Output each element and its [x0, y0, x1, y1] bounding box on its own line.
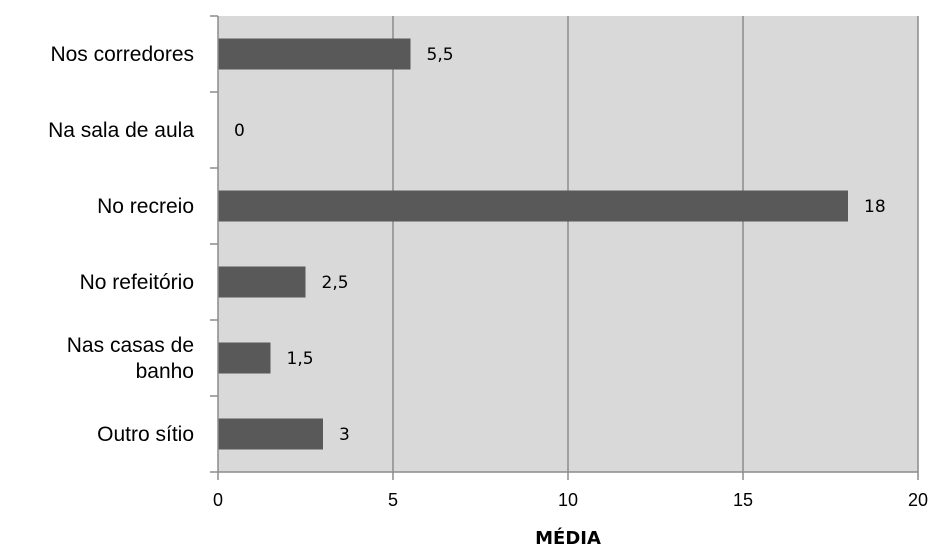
category-label: No recreio: [97, 195, 194, 218]
x-tick-label: 5: [388, 490, 398, 510]
x-tick-label: 10: [558, 490, 578, 510]
bar: [218, 342, 271, 374]
x-axis-title: MÉDIA: [535, 527, 601, 549]
x-tick-label: 20: [908, 490, 928, 510]
data-label: 3: [339, 425, 350, 445]
category-label: Na sala de aula: [48, 119, 194, 142]
x-tick-labels: 0 5 10 15 20: [213, 490, 928, 510]
bar: [218, 266, 306, 298]
data-labels: 5,5 0 18 2,5 1,5 3: [234, 45, 886, 445]
category-label: Nos corredores: [50, 43, 194, 66]
data-label: 2,5: [322, 273, 349, 293]
gridlines: [392, 16, 919, 472]
data-label: 5,5: [427, 45, 454, 65]
bar: [218, 418, 323, 450]
data-label: 1,5: [287, 349, 314, 369]
data-label: 18: [864, 197, 886, 217]
category-label: Outro sítio: [97, 423, 194, 446]
bar: [218, 38, 411, 70]
bar: [218, 190, 848, 222]
axis-ticks: [210, 15, 919, 480]
category-labels: Nos corredores Na sala de aula No recreio N…: [48, 43, 194, 446]
bars: [218, 38, 848, 450]
category-label: No refeitório: [80, 271, 194, 294]
x-tick-label: 15: [733, 490, 753, 510]
data-label: 0: [234, 121, 245, 141]
category-label: Nas casas de banho: [67, 334, 194, 383]
x-tick-label: 0: [213, 490, 223, 510]
